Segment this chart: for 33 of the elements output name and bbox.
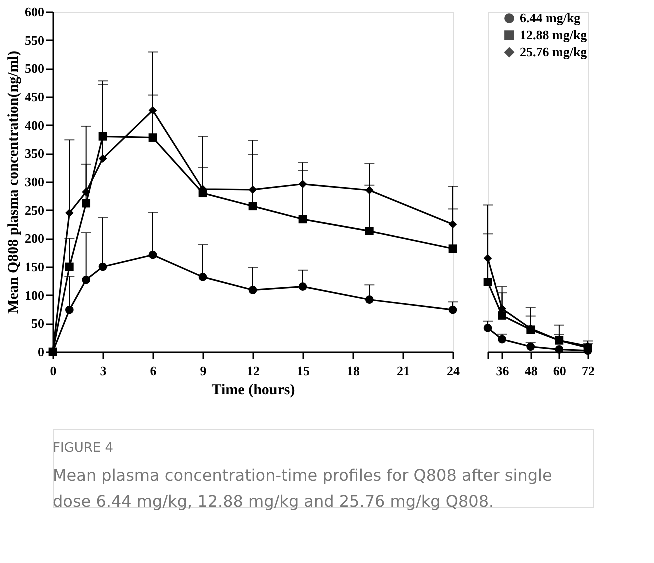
y-tick-label: 0	[38, 344, 44, 360]
x-tick-label: 18	[347, 364, 360, 378]
y-tick-label: 550	[25, 32, 44, 48]
x-tick-label: 72	[582, 364, 595, 378]
y-tick-label: 300	[25, 174, 44, 190]
legend-label: 12.88 mg/kg	[520, 28, 588, 42]
x-axis-title: Time (hours)	[212, 382, 296, 398]
y-tick-label: 200	[25, 231, 44, 246]
legend-label: 6.44 mg/kg	[520, 10, 582, 26]
y-tick-label: 250	[25, 202, 44, 218]
y-tick-label: 50	[32, 316, 44, 332]
x-tick-label: 15	[297, 364, 310, 378]
x-tick-label: 48	[524, 364, 538, 378]
y-tick-label: 350	[25, 146, 44, 162]
caption: FIGURE 4	[53, 441, 114, 456]
x-tick-label: 21	[397, 364, 410, 378]
x-tick-label: 12	[247, 364, 260, 378]
x-tick-label: 3	[100, 364, 108, 378]
y-tick-label: 450	[25, 90, 44, 104]
y-axis-title: Mean Q808 plasma concentration(ng/ml)	[6, 51, 22, 314]
x-tick-label: 0	[50, 364, 57, 378]
y-tick-label: 100	[25, 288, 44, 303]
y-tick-label: 150	[25, 260, 44, 274]
y-tick-label: 400	[25, 118, 44, 133]
x-tick-label: 9	[200, 364, 208, 378]
legend-label: 25.76 mg/kg	[520, 44, 588, 60]
text: Mean plasma concentration-time profiles for Q808 after single dose 6.44 mg/kg, 12.88 mg/kg and 25.76 mg/kg Q808.	[53, 466, 552, 511]
y-tick-label: 600	[25, 4, 44, 20]
x-tick-label: 36	[496, 364, 510, 378]
x-tick-label: 6	[150, 364, 158, 378]
x-tick-label: 24	[447, 364, 460, 378]
x-tick-label: 60	[553, 364, 566, 378]
y-tick-label: 500	[25, 61, 44, 76]
